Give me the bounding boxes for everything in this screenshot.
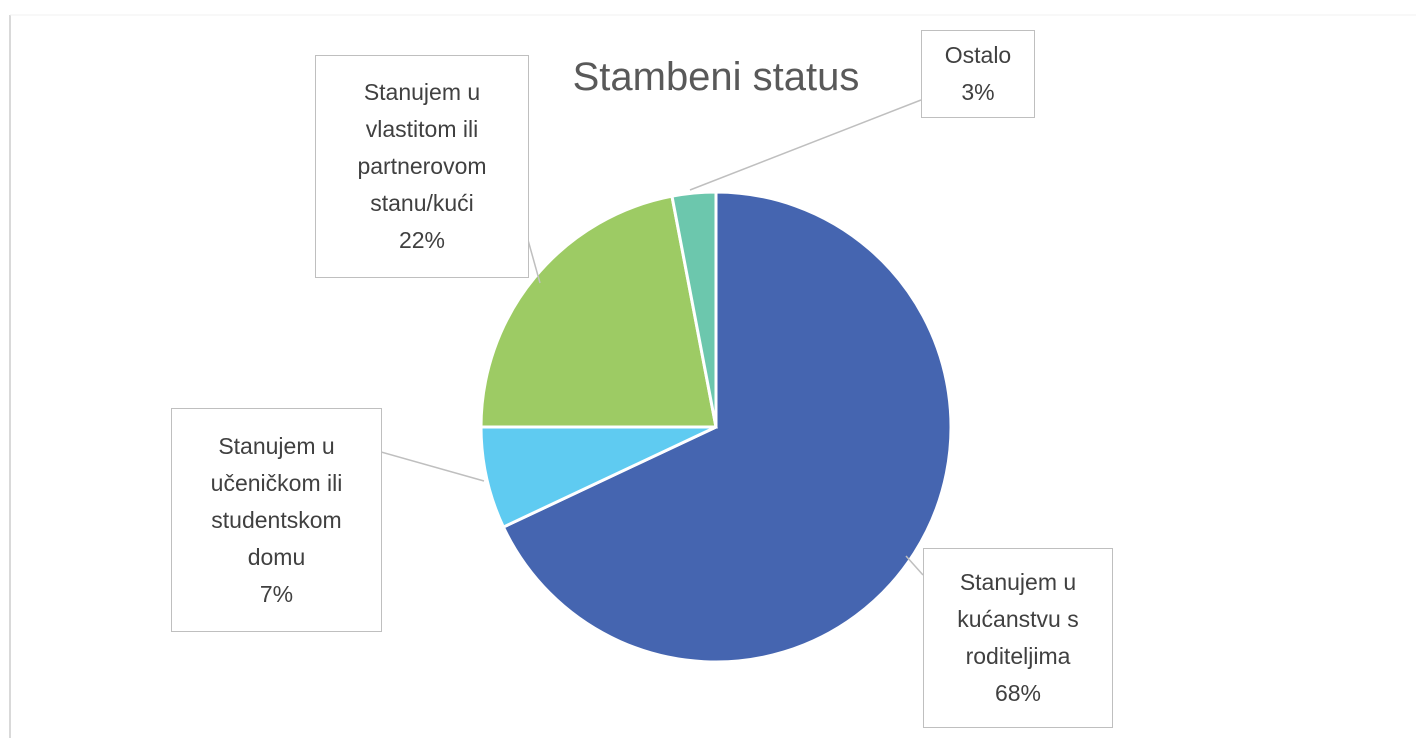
data-label: Ostalo 3% <box>921 30 1035 118</box>
label-category: Stanujem u kućanstvu s roditeljima <box>957 569 1079 669</box>
label-category: Stanujem u učeničkom ili studentskom dom… <box>210 432 343 570</box>
label-value: 68% <box>994 680 1042 706</box>
chart-title: Stambeni status <box>573 55 860 99</box>
leader-line <box>905 555 924 576</box>
data-label: Stanujem u učeničkom ili studentskom dom… <box>171 408 382 632</box>
label-value: 7% <box>259 580 294 607</box>
label-value: 3% <box>961 79 995 105</box>
pie <box>479 190 953 664</box>
leader-line <box>527 239 541 284</box>
pie-slice <box>479 425 717 530</box>
label-category: Ostalo <box>944 42 1012 68</box>
pie-slice <box>479 194 718 429</box>
leader-lines <box>380 99 924 576</box>
data-label: Stanujem u vlastitom ili partnerovom sta… <box>315 55 529 278</box>
pie-slice <box>670 190 718 428</box>
leader-line <box>380 451 485 482</box>
label-category: Stanujem u vlastitom ili partnerovom sta… <box>357 79 487 216</box>
leader-line <box>689 99 922 191</box>
pie-slice <box>501 190 953 664</box>
label-value: 22% <box>398 227 446 253</box>
data-label: Stanujem u kućanstvu s roditeljima 68% <box>923 548 1113 728</box>
